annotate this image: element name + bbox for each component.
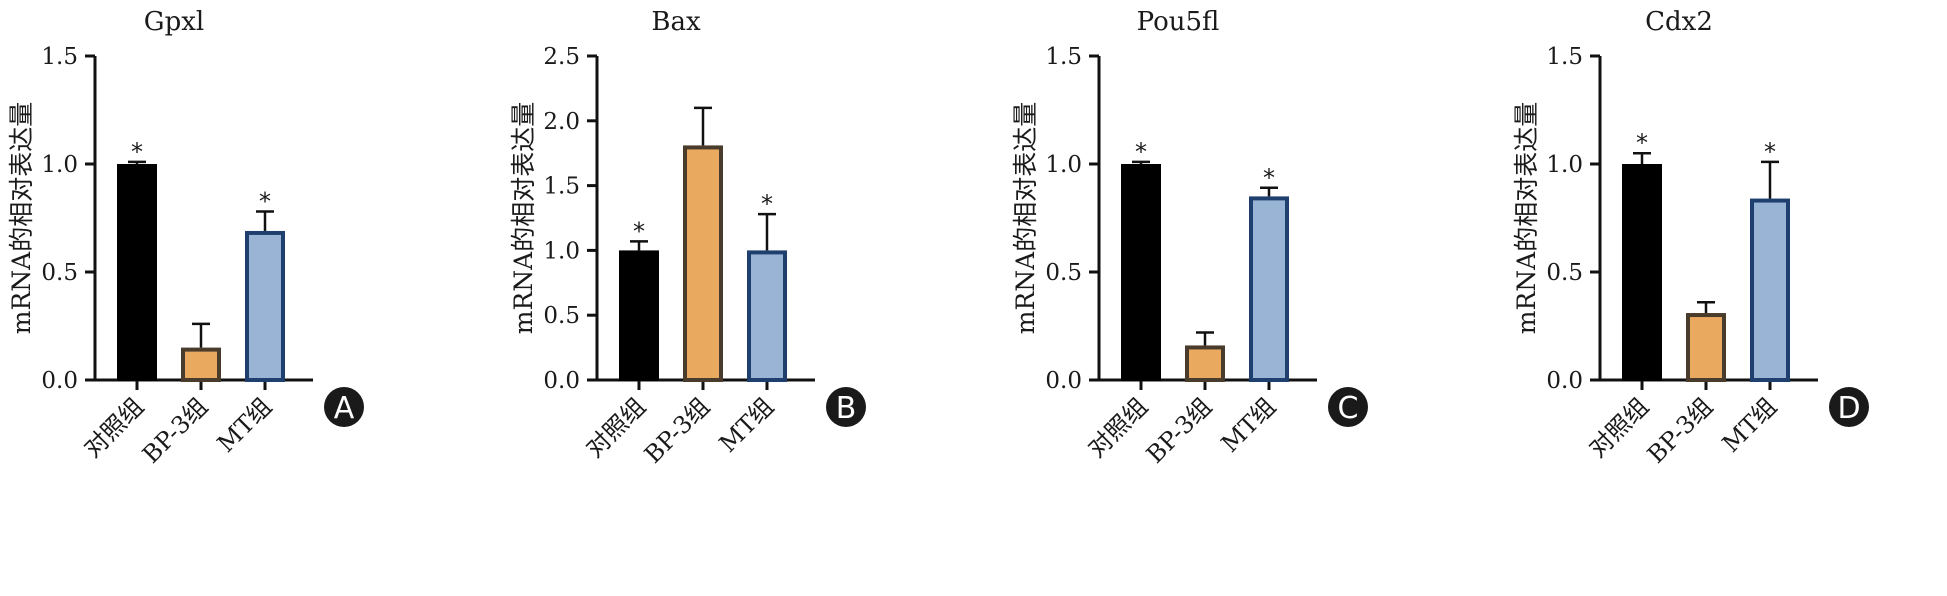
chart-panel-b: Bax mRNA的相对表达量 0.0 0.5 1.0 1.5 2.0 2.5 * 对照组BP-3组… (509, 7, 866, 469)
y-tick-label: 1.0 (543, 238, 580, 264)
panel-badge: B (826, 387, 866, 427)
panel-badge: A (324, 387, 364, 427)
panel-badge: D (1829, 387, 1869, 427)
y-tick-label: 1.0 (1045, 152, 1082, 178)
significance-star: * (1636, 129, 1648, 157)
y-tick-label: 1.0 (1546, 152, 1583, 178)
panel-badge-circle (826, 387, 866, 427)
y-tick-label: 0.0 (1546, 368, 1583, 394)
chart-title: Bax (651, 7, 701, 37)
panel-badge-circle (1829, 387, 1869, 427)
bar-3 (747, 250, 787, 382)
bar-2 (181, 347, 221, 383)
bar-2 (683, 145, 723, 382)
category-label: BP-3组 (137, 392, 213, 468)
y-axis-label: mRNA的相对表达量 (7, 102, 36, 334)
bar-1 (1622, 164, 1662, 381)
category-label: 对照组 (79, 392, 150, 463)
y-axis-label: mRNA的相对表达量 (1011, 102, 1040, 334)
y-tick-label: 1.5 (1045, 44, 1082, 70)
significance-star: * (1263, 164, 1275, 192)
category-label: MT组 (714, 392, 779, 457)
category-label: BP-3组 (639, 392, 715, 468)
y-tick-label: 0.0 (41, 368, 78, 394)
category-label: BP-3组 (1642, 392, 1718, 468)
significance-star: * (761, 190, 773, 218)
y-tick-label: 1.5 (543, 174, 580, 200)
bar-3 (1249, 196, 1289, 382)
y-tick-label: 2.0 (543, 109, 580, 135)
chart-title: Pou5fl (1137, 7, 1220, 37)
category-label: BP-3组 (1141, 392, 1217, 468)
significance-star: * (131, 138, 143, 166)
significance-star: * (633, 217, 645, 245)
bar-2 (1686, 313, 1726, 383)
panel-badge: C (1328, 387, 1368, 427)
bar-1 (117, 164, 157, 381)
y-tick-label: 1.5 (1546, 44, 1583, 70)
y-tick-label: 0.0 (543, 368, 580, 394)
y-tick-label: 2.5 (543, 44, 580, 70)
y-tick-label: 0.5 (41, 260, 78, 286)
panel-badge-letter: B (836, 391, 857, 426)
chart-title: Gpxl (144, 7, 204, 37)
y-axis-label: mRNA的相对表达量 (509, 102, 538, 334)
y-tick-label: 1.5 (41, 44, 78, 70)
category-label: MT组 (1216, 392, 1281, 457)
bar-2 (1185, 345, 1225, 383)
chart-title: Cdx2 (1645, 7, 1713, 37)
bar-3 (1750, 198, 1790, 382)
y-axis-label: mRNA的相对表达量 (1512, 102, 1541, 334)
panel-badge-letter: C (1338, 391, 1359, 426)
significance-star: * (259, 188, 271, 216)
y-tick-label: 0.0 (1045, 368, 1082, 394)
bar-1 (1121, 164, 1161, 381)
significance-star: * (1764, 138, 1776, 166)
category-label: 对照组 (1083, 392, 1154, 463)
y-tick-label: 0.5 (1045, 260, 1082, 286)
bar-3 (245, 230, 285, 382)
significance-star: * (1135, 138, 1147, 166)
bar-1 (619, 250, 659, 381)
category-label: 对照组 (581, 392, 652, 463)
panel-badge-circle (324, 387, 364, 427)
y-tick-label: 0.5 (1546, 260, 1583, 286)
panel-badge-letter: A (334, 391, 355, 426)
category-label: MT组 (1717, 392, 1782, 457)
y-tick-label: 1.0 (41, 152, 78, 178)
y-tick-label: 0.5 (543, 303, 580, 329)
category-label: 对照组 (1584, 392, 1655, 463)
panel-badge-letter: D (1837, 391, 1860, 426)
panel-badge-circle (1328, 387, 1368, 427)
category-label: MT组 (212, 392, 277, 457)
